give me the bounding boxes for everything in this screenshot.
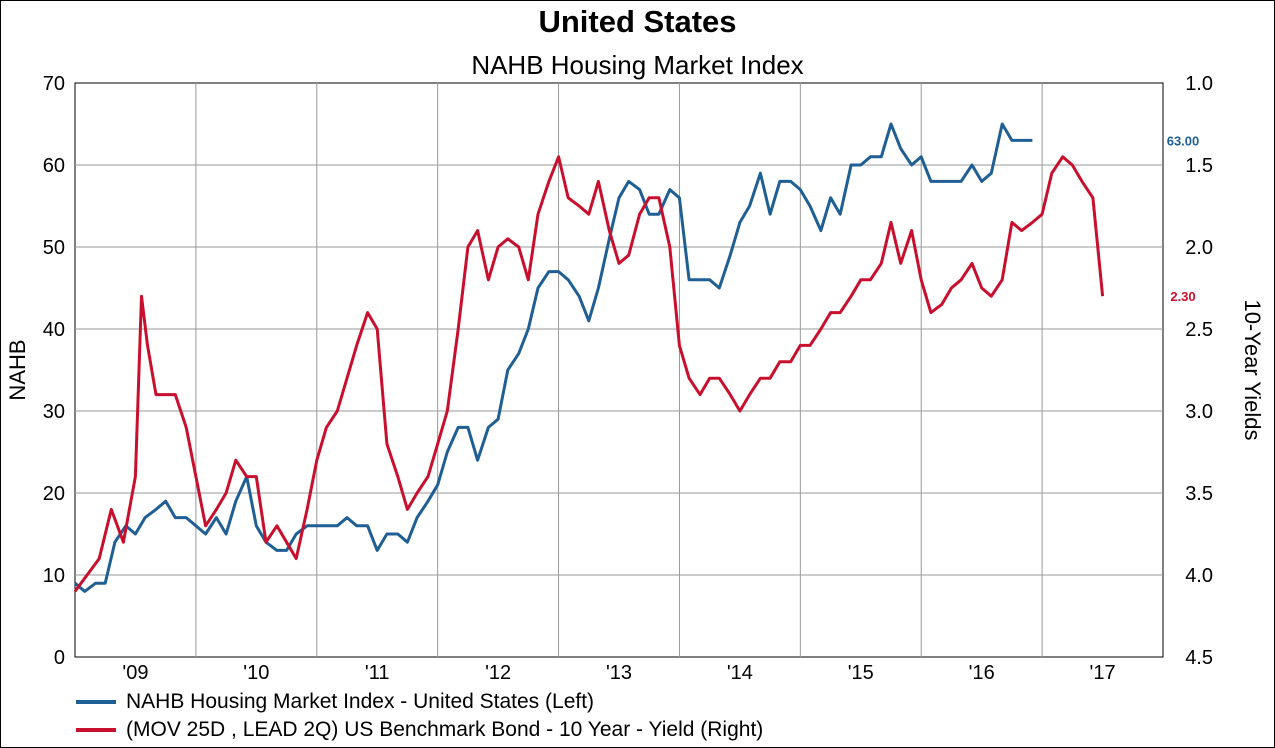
right-tick-label: 2.5 [1185,319,1213,341]
x-tick-label: '11 [365,662,390,684]
end-value-label-yield: 2.30 [1170,289,1195,304]
legend-label-yield: (MOV 25D , LEAD 2Q) US Benchmark Bond - … [126,718,764,741]
left-tick-label: 20 [43,483,65,505]
x-tick-label: '16 [969,662,995,684]
x-tick-label: '17 [1090,662,1116,684]
series-line-nahb [74,122,1033,593]
right-tick-label: 4.5 [1185,647,1213,669]
series-line-yield [73,155,1105,593]
chart-title: United States [538,4,737,39]
left-tick-label: 0 [54,647,65,669]
x-tick-label: '14 [727,662,753,684]
left-tick-label: 40 [43,319,65,341]
legend-label-nahb: NAHB Housing Market Index - United State… [126,690,595,713]
right-tick-label: 2.0 [1185,237,1213,259]
legend-swatch-yield [76,728,116,733]
left-tick-label: 10 [43,565,65,587]
plot-border [74,82,1164,658]
x-tick-label: '13 [606,662,632,684]
end-value-label-nahb: 63.00 [1167,133,1200,148]
legend-entry-yield: (MOV 25D , LEAD 2Q) US Benchmark Bond - … [76,718,763,742]
right-tick-label: 4.0 [1185,565,1213,587]
chart-subtitle: NAHB Housing Market Index [471,50,804,80]
right-tick-label: 3.0 [1185,401,1213,423]
legend-swatch-nahb [76,700,116,705]
right-tick-label: 1.0 [1185,73,1213,95]
x-tick-label: '10 [243,662,269,684]
left-tick-label: 70 [43,73,65,95]
left-tick-label: 60 [43,155,65,177]
legend-entry-nahb: NAHB Housing Market Index - United State… [76,690,594,714]
right-tick-label: 3.5 [1185,483,1213,505]
left-tick-label: 50 [43,237,65,259]
x-tick-label: '09 [122,662,148,684]
left-tick-label: 30 [43,401,65,423]
x-tick-label: '12 [485,662,511,684]
right-tick-label: 1.5 [1185,155,1213,177]
x-tick-label: '15 [848,662,874,684]
